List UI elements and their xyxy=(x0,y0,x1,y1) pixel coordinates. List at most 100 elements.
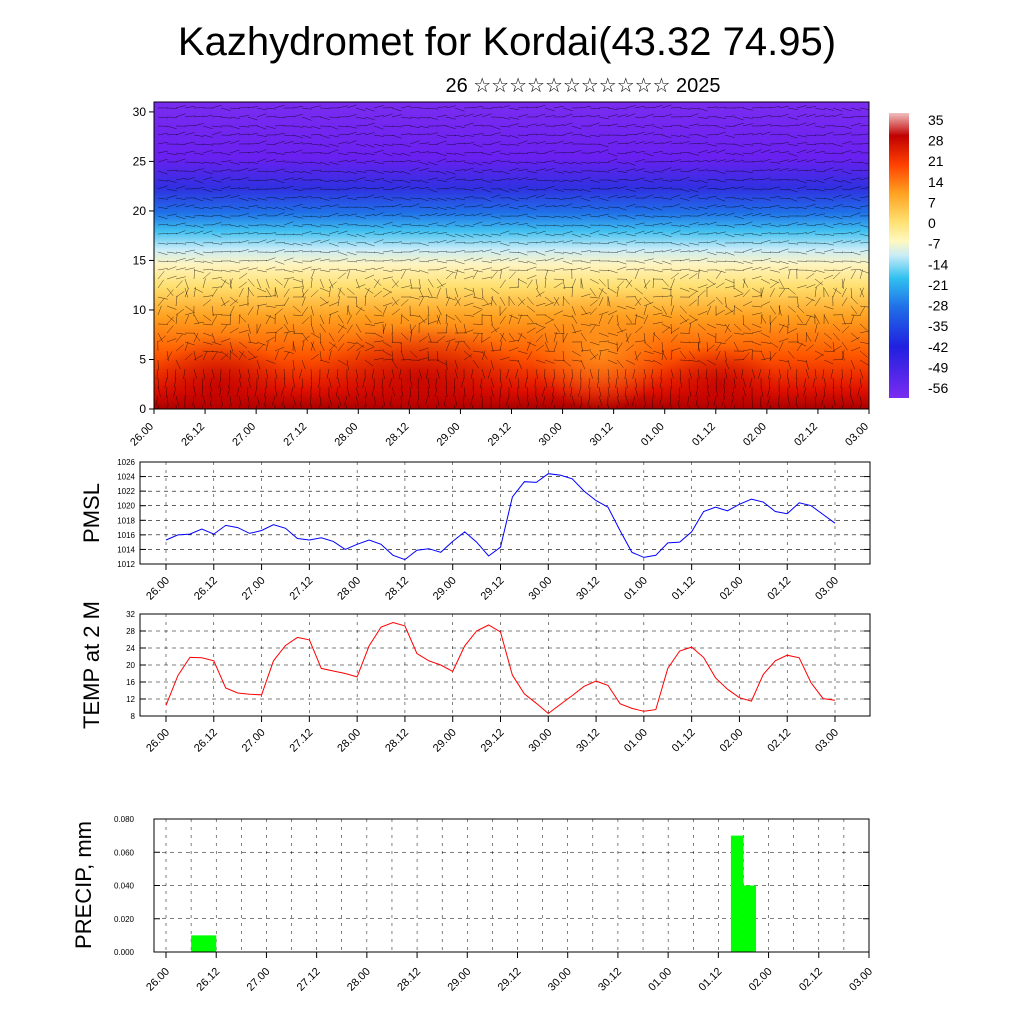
pmsl-x-axis: 26.00 26.12 27.00 27.12 28.00 28.12 29.00 29.12… xyxy=(144,564,841,603)
wind-barb xyxy=(742,301,753,307)
wind-barb xyxy=(859,177,869,181)
wind-barb xyxy=(562,286,573,289)
wind-barb xyxy=(220,152,231,156)
wind-barb xyxy=(184,241,195,244)
wind-barb xyxy=(229,368,231,379)
wind-barb xyxy=(445,259,456,262)
wind-barb xyxy=(535,141,546,145)
wind-barb xyxy=(247,151,258,154)
x-tick-label: 26.12 xyxy=(192,575,220,603)
wind-barb xyxy=(364,187,375,190)
wind-barb xyxy=(769,341,779,348)
wind-barb xyxy=(796,314,803,324)
wind-barb xyxy=(220,353,229,361)
wind-barb xyxy=(515,368,519,379)
wind-barb xyxy=(498,395,501,406)
wind-barb xyxy=(283,242,294,246)
wind-barb xyxy=(589,150,600,154)
wind-barb xyxy=(849,386,852,397)
wind-barb xyxy=(229,149,240,154)
wind-barb xyxy=(274,304,285,307)
wind-barb xyxy=(526,170,537,174)
wind-barb xyxy=(814,251,825,254)
wind-barb xyxy=(534,377,537,388)
y-tick-label: 1016 xyxy=(117,531,135,540)
wind-barb xyxy=(570,386,573,397)
wind-barb xyxy=(364,107,375,112)
wind-barb xyxy=(409,167,420,172)
wind-barb xyxy=(677,395,681,406)
wind-barb xyxy=(481,314,492,316)
wind-barb xyxy=(661,222,672,226)
wind-barb xyxy=(678,386,681,397)
colorbar-label: 35 xyxy=(928,112,944,128)
wind-barb xyxy=(418,187,429,190)
wind-barb xyxy=(346,269,357,271)
wind-barb xyxy=(733,323,742,331)
wind-barb xyxy=(173,386,177,397)
wind-barb xyxy=(580,105,591,109)
wind-barb xyxy=(184,267,195,271)
wind-barb xyxy=(220,300,230,307)
wind-barb xyxy=(193,123,204,127)
wind-barb xyxy=(166,368,169,379)
wind-barb xyxy=(328,204,339,208)
wind-barb xyxy=(373,196,384,199)
wind-barb xyxy=(264,386,267,397)
wind-barb xyxy=(409,116,420,119)
wind-barb xyxy=(211,116,222,118)
wind-barb xyxy=(706,305,712,316)
wind-barb xyxy=(832,179,843,183)
wind-barb xyxy=(742,170,753,174)
wind-barb xyxy=(193,314,200,324)
wind-barb xyxy=(265,314,276,320)
wind-barb xyxy=(229,350,238,358)
wind-barb xyxy=(382,197,393,201)
wind-barb xyxy=(364,206,375,210)
wind-barb xyxy=(499,404,501,409)
wind-barb xyxy=(300,404,303,409)
wind-barb xyxy=(517,186,528,190)
wind-barb xyxy=(796,223,807,226)
wind-barb xyxy=(427,314,429,325)
wind-barb xyxy=(318,377,321,388)
wind-barb xyxy=(238,368,242,379)
wind-barb xyxy=(300,386,303,397)
wind-barb xyxy=(418,197,429,202)
wind-barb xyxy=(193,143,204,145)
wind-barb xyxy=(283,177,294,181)
wind-barb xyxy=(661,141,672,145)
wind-barb xyxy=(463,122,474,127)
x-tick-label: 26.00 xyxy=(144,727,172,755)
wind-barb xyxy=(598,107,609,109)
wind-barb xyxy=(247,224,258,227)
wind-barb xyxy=(337,377,341,388)
wind-barb xyxy=(715,125,726,129)
wind-barb xyxy=(625,359,636,365)
wind-barb xyxy=(580,293,591,298)
wind-barb xyxy=(562,251,573,255)
wind-barb xyxy=(247,278,255,287)
wind-barb xyxy=(301,170,312,174)
wind-barb xyxy=(859,143,869,145)
wind-barb xyxy=(292,359,295,370)
wind-barb xyxy=(589,324,596,334)
wind-barb xyxy=(463,214,474,217)
wind-barb xyxy=(508,359,519,362)
wind-barb xyxy=(193,161,204,164)
wind-barb xyxy=(254,386,258,397)
wind-barb xyxy=(499,279,506,289)
wind-barb xyxy=(643,215,654,218)
wind-barb xyxy=(454,269,458,280)
wind-barb xyxy=(787,152,798,157)
wind-barb xyxy=(706,204,717,208)
wind-barb xyxy=(175,222,186,226)
wind-barb xyxy=(715,404,717,409)
wind-barb xyxy=(850,240,861,244)
wind-barb xyxy=(768,377,771,388)
wind-barb xyxy=(274,346,285,352)
wind-barb xyxy=(373,349,384,352)
wind-barb xyxy=(508,404,510,409)
wind-barb xyxy=(643,132,654,136)
